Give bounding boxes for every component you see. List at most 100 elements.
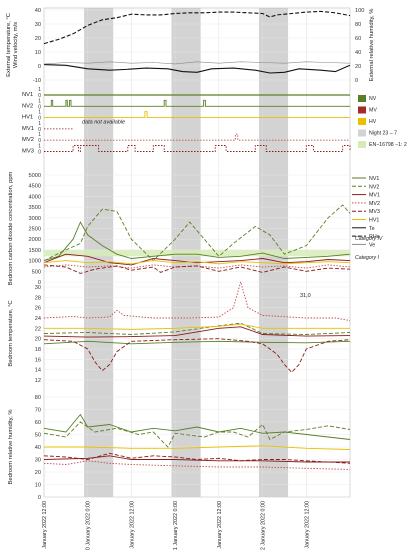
ext-left-tick-label: 10 (35, 50, 41, 56)
legend-room-label: Ve (369, 242, 375, 248)
ext-right-tick-label: 0 (355, 78, 358, 84)
ext-left-tick-label: 30 (35, 22, 41, 28)
state-line-mv3 (44, 145, 351, 152)
series-mv1 (43, 253, 351, 266)
legend-label-NV: NV (369, 96, 377, 102)
panel-rh-tick-label: 50 (35, 433, 41, 439)
legend-room-label: RHe (369, 234, 380, 240)
x-tick-label: 10 January 2022 12:00 (129, 501, 135, 550)
en-band (44, 249, 350, 257)
legend-label-en: EN−16798 −1: 2019 (369, 142, 407, 148)
state-row-label: NV1 (22, 92, 33, 98)
panel-rh-tick-label: 60 (35, 420, 41, 426)
series-hv1 (44, 445, 351, 450)
state-tick-0: 0 (38, 138, 41, 144)
ext-ylabel-right: External relative humidity, % (369, 9, 375, 82)
panel-co2-tick-label: 5000 (29, 173, 41, 179)
legend-room-label: NV2 (369, 184, 379, 190)
series-nv2 (43, 421, 351, 448)
series-hv1 (44, 323, 350, 330)
x-tick-label: 9 January 2022 12:00 (42, 501, 48, 550)
panel-rh-tick-label: 10 (35, 483, 41, 489)
ext-right-tick-label: 80 (355, 22, 361, 28)
panel-temp-tick-label: 28 (35, 295, 41, 301)
panel-co2-tick-label: 3000 (29, 216, 41, 222)
state-tick-0: 0 (38, 150, 41, 156)
state-tick-0: 0 (38, 104, 41, 110)
panel-rh-ylabel: Bedroom relative humidity, % (8, 410, 14, 485)
peak-value-label: 31,0 (300, 293, 311, 299)
legend-swatch-en (358, 141, 366, 148)
panel-co2-tick-label: 3500 (29, 205, 41, 211)
legend-room-label: MV2 (369, 201, 380, 207)
panel-co2-tick-label: 4500 (29, 184, 41, 190)
state-row-label: HV1 (22, 115, 33, 121)
series-mv2 (43, 280, 351, 322)
panel-temp-tick-label: 18 (35, 347, 41, 353)
panel-temp: 12 14 16 18 20 22 24 26 28 30 Bedroom temperature,… (8, 280, 351, 384)
legend-room-label: MV3 (369, 209, 380, 215)
state-tick-0: 0 (38, 116, 41, 122)
series-rhe (43, 10, 351, 45)
ext-left-tick-label: 0 (38, 64, 41, 70)
state-tick-1: 1 (38, 121, 41, 127)
state-tick-1: 1 (38, 98, 41, 104)
series-nv1 (43, 413, 351, 440)
panel-rh: 0 10 20 30 40 50 60 70 80 Bedroom relative humidi… (8, 395, 351, 550)
legend: NV MV HV Night 23 – 7 EN−16798 −1: 2019 NV1 NV… (352, 95, 407, 248)
legend-label-night: Night 23 – 7 (369, 131, 397, 137)
panel-co2-tick-label: 4000 (29, 194, 41, 200)
series-ve (43, 61, 351, 65)
panel-temp-tick-label: 14 (35, 368, 41, 374)
panel-rh-tick-label: 70 (35, 408, 41, 414)
state-row-label: MV2 (22, 137, 34, 143)
ext-right-tick-label: 60 (355, 36, 361, 42)
panel-temp-tick-label: 16 (35, 357, 41, 363)
panel-co2: 0 500 1000 1500 2000 2500 3000 3500 4000 4500 5000… (8, 171, 351, 286)
panel-co2-tick-label: 2500 (29, 227, 41, 233)
legend-room-label: Te (369, 226, 375, 232)
panel-rh-tick-label: 0 (38, 495, 41, 501)
panel-co2-tick-label: 500 (32, 269, 41, 275)
x-tick-label: 11 January 2022 12:00 (217, 501, 223, 550)
ext-right-tick-label: 20 (355, 64, 361, 70)
ext-left-tick-label: 40 (35, 8, 41, 14)
legend-swatch-HV (358, 118, 366, 125)
panel-rh-tick-label: 20 (35, 470, 41, 476)
data-not-available-label: data not available (82, 120, 125, 126)
series-nv2 (43, 204, 351, 262)
series-mv1 (43, 326, 351, 338)
state-tick-1: 1 (38, 110, 41, 116)
ext-right-tick-label: 40 (355, 50, 361, 56)
series-nv2 (43, 322, 351, 335)
panel-temp-tick-label: 12 (35, 378, 41, 384)
legend-swatch-MV (358, 106, 366, 114)
annotations: data not available 31,0 Category IV Cate… (82, 120, 383, 300)
x-tick-label: 12 January 2022 12:00 (304, 501, 310, 550)
state-tick-0: 0 (38, 127, 41, 133)
legend-room-label: HV1 (369, 218, 379, 224)
state-row-label: MV3 (22, 149, 34, 155)
panel-temp-tick-label: 24 (35, 316, 41, 322)
panel-co2-tick-label: 1000 (29, 259, 41, 265)
panel-co2-tick-label: 2000 (29, 237, 41, 243)
series-hv1 (43, 260, 351, 265)
panel-rh-tick-label: 30 (35, 458, 41, 464)
state-tick-1: 1 (38, 144, 41, 150)
panel-co2-ylabel: Bedroom carbon dioxide concentration, pp… (8, 171, 14, 285)
state-tick-0: 0 (38, 93, 41, 99)
series-nv1 (43, 340, 351, 345)
panel-temp-tick-label: 26 (35, 306, 41, 312)
panel-rh-tick-label: 40 (35, 445, 41, 451)
legend-label-HV: HV (369, 119, 377, 125)
panel-temp-tick-label: 20 (35, 337, 41, 343)
panel-rh-tick-label: 80 (35, 395, 41, 401)
legend-label-MV: MV (369, 108, 377, 114)
legend-room-label: MV1 (369, 193, 380, 199)
series-nv1 (43, 221, 351, 262)
panel-co2-tick-label: 1500 (29, 248, 41, 254)
state-row-label: NV2 (22, 103, 33, 109)
panel-external: -10 0 10 20 30 40 0 20 40 60 80 100 External tempera… (6, 8, 375, 84)
ext-left-tick-label: -10 (33, 78, 41, 84)
